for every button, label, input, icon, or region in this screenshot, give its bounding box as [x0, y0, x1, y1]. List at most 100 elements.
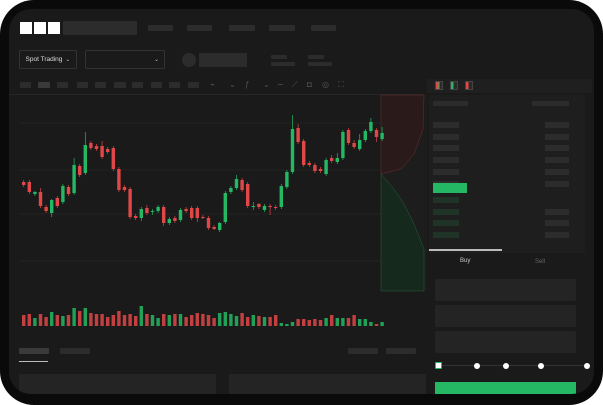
volume-bar	[307, 320, 311, 326]
nav-item[interactable]	[148, 25, 173, 31]
chevron-down-icon: ⌄	[153, 57, 159, 63]
coin-icon	[182, 53, 196, 67]
app-screen: Spot Trading ⌄ ⌄ ⌁ ⌄ ƒ ⌄ ∼ ⟋ ◘ ◎ ⛶ Buy S…	[9, 9, 594, 394]
orderbook-bids-icon[interactable]	[450, 81, 458, 90]
filter-button[interactable]	[386, 348, 416, 354]
candle-body	[38, 192, 43, 206]
chevron-down-icon[interactable]: ⌄	[263, 80, 270, 89]
search-placeholder[interactable]	[63, 21, 137, 35]
price-input[interactable]	[435, 279, 576, 301]
volume-bar	[212, 318, 216, 326]
depth-asks-area	[380, 94, 425, 175]
fullscreen-icon[interactable]: ⛶	[338, 80, 344, 89]
ask-row-price[interactable]	[433, 169, 459, 175]
nav-item[interactable]	[187, 25, 212, 31]
candle-body	[335, 158, 339, 162]
row-amount	[545, 181, 569, 187]
market-type-dropdown[interactable]: Spot Trading ⌄	[19, 50, 77, 69]
candle-body	[218, 223, 222, 230]
pair-dropdown[interactable]: ⌄	[85, 50, 165, 69]
nav-item[interactable]	[229, 25, 255, 31]
candle-body	[117, 169, 121, 190]
interval-button[interactable]	[20, 82, 31, 88]
interval-button[interactable]	[95, 82, 106, 88]
ask-row-price[interactable]	[433, 157, 459, 163]
nav-item[interactable]	[269, 25, 295, 31]
okx-logo[interactable]	[20, 22, 60, 34]
volume-bar	[296, 319, 300, 326]
volume-bar	[246, 317, 250, 326]
ask-row-price[interactable]	[433, 145, 459, 151]
volume-bar	[139, 306, 143, 326]
candle-body	[150, 211, 155, 212]
bid-row-price[interactable]	[433, 209, 459, 215]
tab-open-orders[interactable]	[19, 348, 49, 354]
volume-bar	[285, 324, 289, 326]
volume-bar	[341, 318, 345, 326]
candle-body	[223, 193, 227, 222]
volume-bar	[318, 320, 323, 326]
slider-handle[interactable]	[435, 362, 442, 369]
candle-body	[206, 218, 211, 228]
interval-button[interactable]	[169, 82, 180, 88]
nav-item[interactable]	[311, 25, 336, 31]
volume-bar	[156, 318, 160, 326]
tab-buy[interactable]: Buy	[460, 258, 471, 264]
bid-row-price[interactable]	[433, 232, 459, 238]
volume-bar	[83, 308, 87, 326]
ask-row-price[interactable]	[433, 122, 459, 128]
tab-sell[interactable]: Sell	[535, 259, 546, 265]
volume-bar	[330, 315, 334, 326]
interval-button-active[interactable]	[38, 82, 50, 88]
interval-button[interactable]	[114, 82, 126, 88]
volume-bar	[302, 319, 306, 326]
interval-button[interactable]	[132, 82, 143, 88]
volume-bar	[145, 314, 149, 326]
candle-body	[302, 141, 306, 165]
volume-bar	[234, 316, 239, 326]
row-amount	[545, 220, 569, 226]
candlestick-chart[interactable]	[9, 9, 429, 339]
volume-bar	[117, 311, 121, 326]
slider-step[interactable]	[474, 363, 480, 369]
candle-body	[66, 187, 71, 194]
amount-input[interactable]	[435, 305, 576, 327]
ask-row-price[interactable]	[433, 134, 459, 140]
total-input[interactable]	[435, 331, 576, 353]
slider-track[interactable]	[439, 365, 589, 366]
candle-body	[358, 140, 362, 149]
interval-button[interactable]	[151, 82, 162, 88]
filter-button[interactable]	[348, 348, 378, 354]
slider-step[interactable]	[584, 363, 590, 369]
chart-type-icon[interactable]: ⌁	[210, 80, 215, 89]
bid-row-price[interactable]	[433, 197, 459, 203]
ruler-icon[interactable]: ⟋	[292, 80, 298, 89]
indicator-icon[interactable]: ƒ	[245, 80, 250, 89]
orderbook-both-icon[interactable]	[435, 81, 443, 90]
settings-icon[interactable]: ◎	[322, 80, 329, 89]
volume-bar	[290, 322, 295, 326]
interval-button[interactable]	[57, 82, 68, 88]
row-amount	[545, 209, 569, 215]
slider-step[interactable]	[503, 363, 509, 369]
candle-body	[369, 122, 373, 131]
interval-button[interactable]	[77, 82, 88, 88]
camera-icon[interactable]: ◘	[307, 80, 312, 89]
tab-order-history[interactable]	[60, 348, 90, 354]
volume-bar	[122, 315, 127, 326]
candle-body	[22, 182, 26, 185]
volume-bar	[313, 319, 317, 326]
orderbook-asks-icon[interactable]	[465, 81, 473, 90]
candle-body	[212, 227, 216, 229]
volume-bar	[94, 314, 99, 326]
slider-step[interactable]	[538, 363, 544, 369]
row-amount	[545, 134, 569, 140]
line-tool-icon[interactable]: ∼	[277, 80, 284, 89]
buy-submit-button[interactable]	[435, 382, 576, 394]
candle-body	[156, 207, 160, 211]
bid-row-price[interactable]	[433, 220, 459, 226]
interval-button[interactable]	[188, 82, 199, 88]
chevron-down-icon[interactable]: ⌄	[229, 80, 236, 89]
candle-body	[184, 209, 188, 211]
candle-body	[341, 132, 345, 158]
